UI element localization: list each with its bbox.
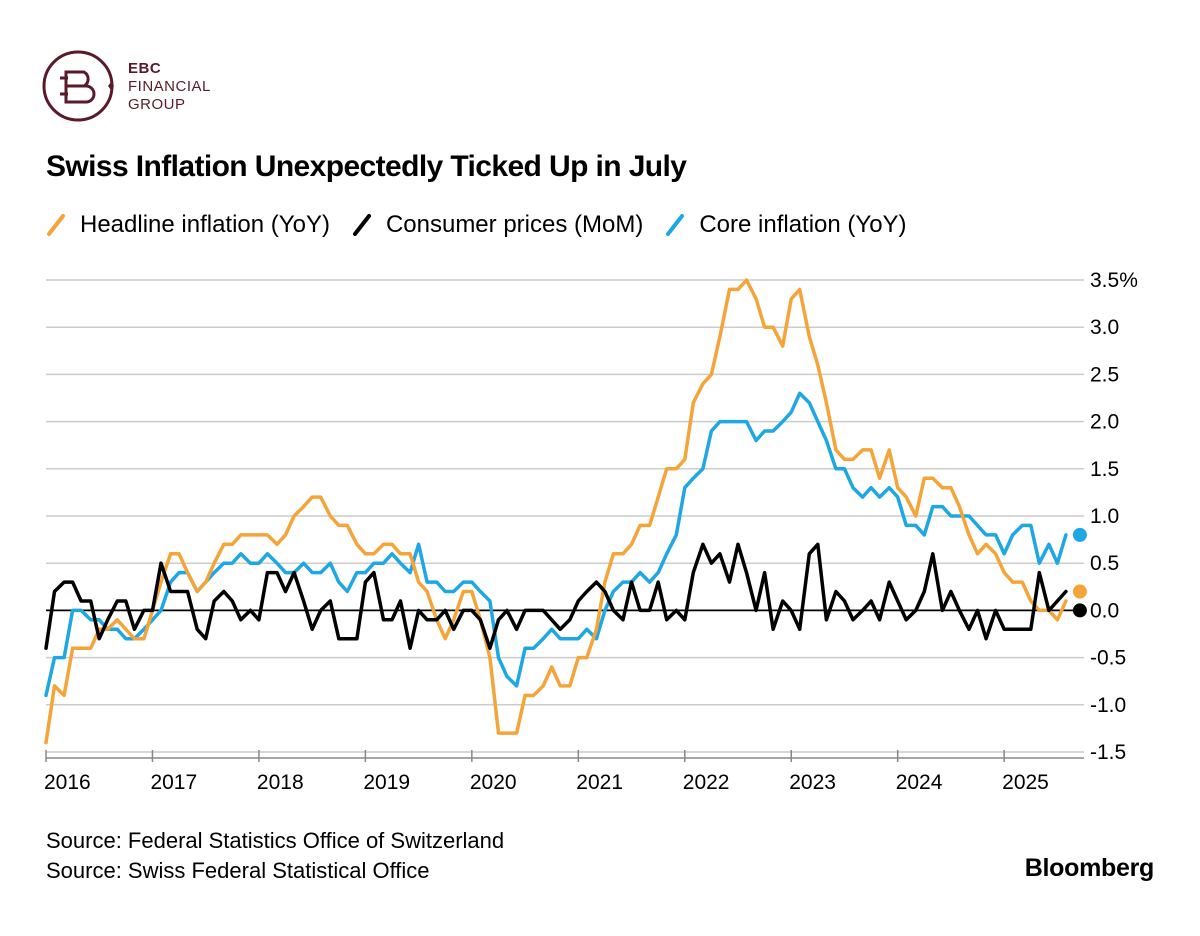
chart-footer: Source: Federal Statistics Office of Swi… — [46, 826, 504, 886]
series-end-dot-consumer — [1072, 603, 1087, 618]
ebc-logo-icon — [42, 50, 114, 122]
y-tick-label: 3.5% — [1090, 269, 1138, 292]
x-tick-label: 2021 — [576, 771, 623, 794]
brand-line-3: GROUP — [128, 96, 186, 113]
brand-line-1: EBC — [128, 60, 162, 77]
x-tick-label: 2018 — [257, 771, 304, 794]
bloomberg-logo: Bloomberg — [1024, 854, 1155, 882]
x-tick-label: 2023 — [789, 771, 836, 794]
series-line-consumer — [44, 542, 1068, 650]
source-line-1: Source: Federal Statistics Office of Swi… — [46, 828, 505, 853]
legend-label-core: Core inflation (YoY) — [699, 211, 907, 238]
y-tick-label: 3.0 — [1090, 316, 1119, 339]
legend-label-headline: Headline inflation (YoY) — [80, 211, 330, 238]
y-tick-label: 1.5 — [1090, 458, 1119, 481]
x-tick-label: 2022 — [683, 771, 730, 794]
x-tick-label: 2016 — [44, 771, 91, 794]
y-tick-label: -0.5 — [1090, 647, 1126, 670]
series-end-dot-headline — [1072, 584, 1087, 599]
x-tick-label: 2017 — [150, 771, 197, 794]
y-tick-label: 0.0 — [1090, 599, 1119, 622]
source-line-2: Source: Swiss Federal Statistical Office — [46, 858, 430, 883]
x-tick-label: 2025 — [1002, 771, 1049, 794]
x-tick-label: 2024 — [896, 771, 943, 794]
legend-swatch-consumer-line — [352, 214, 371, 236]
chart-legend: Headline inflation (YoY) Consumer prices… — [46, 209, 929, 241]
series-line-core — [44, 391, 1068, 698]
legend-swatch-core — [666, 214, 685, 236]
y-tick-label: 0.5 — [1090, 552, 1119, 575]
legend-item-core: Core inflation (YoY) — [665, 211, 907, 239]
legend-swatch-headline-line — [47, 214, 65, 236]
legend-label-consumer: Consumer prices (MoM) — [385, 211, 644, 238]
legend-item-headline: Headline inflation (YoY) — [46, 211, 330, 239]
ebc-brand-name: EBC FINANCIAL GROUP — [128, 60, 211, 114]
legend-swatch-headline — [47, 214, 65, 236]
x-tick-label: 2020 — [470, 771, 517, 794]
y-tick-label: -1.5 — [1090, 741, 1126, 764]
y-tick-label: -1.0 — [1090, 694, 1126, 717]
ebc-logo: EBC FINANCIAL GROUP — [40, 48, 280, 126]
y-tick-label: 1.0 — [1090, 505, 1119, 528]
legend-swatch-core-line — [666, 214, 685, 236]
legend-item-consumer: Consumer prices (MoM) — [352, 211, 643, 239]
series-end-dot-core — [1072, 527, 1087, 542]
brand-line-2: FINANCIAL — [128, 78, 211, 95]
y-tick-label: 2.5 — [1090, 363, 1119, 386]
legend-swatch-consumer — [352, 214, 371, 236]
x-tick-label: 2019 — [363, 771, 410, 794]
chart-title: Swiss Inflation Unexpectedly Ticked Up i… — [46, 150, 687, 183]
series-line-headline — [44, 278, 1068, 745]
y-tick-label: 2.0 — [1090, 411, 1119, 434]
